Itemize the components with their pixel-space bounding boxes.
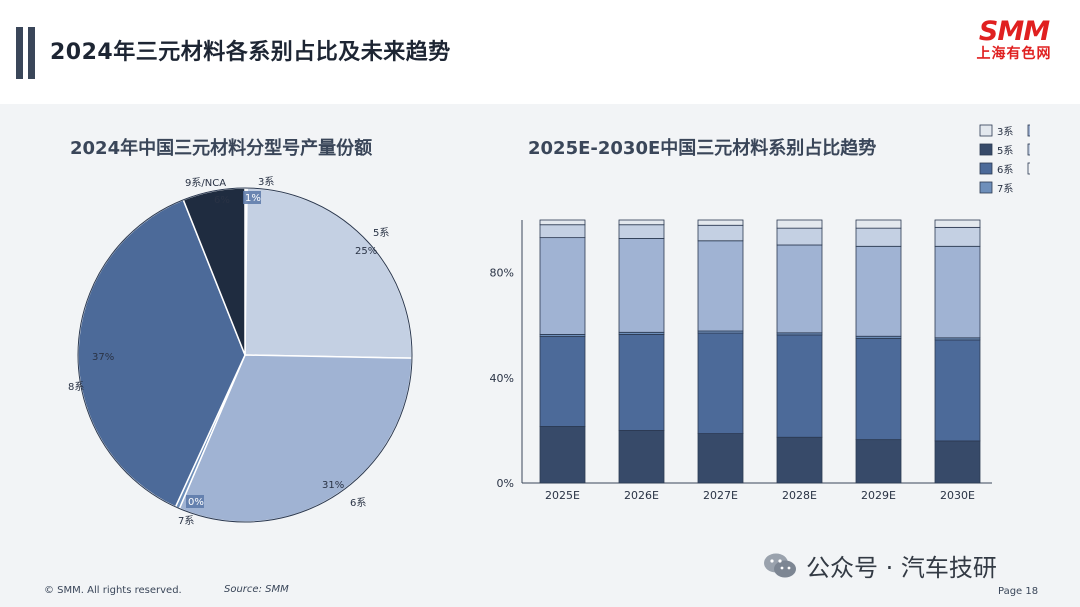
pie-pct-box-0 xyxy=(243,191,261,204)
pie-pct-3: 0% xyxy=(188,497,204,508)
bar-2029E-seg-3 xyxy=(855,245,902,337)
bar-2030E-seg-4 xyxy=(934,226,981,247)
bar-2025E-seg-0 xyxy=(539,426,586,484)
x-tick-0: 2025E xyxy=(545,489,580,502)
legend-swatch-5 xyxy=(1027,162,1030,175)
copyright-text: © SMM. All rights reserved. xyxy=(44,585,182,596)
pie-pct-5: 6% xyxy=(214,195,230,206)
legend-label-2: 5系 xyxy=(997,145,1013,157)
legend-label-0: 3系 xyxy=(997,126,1013,138)
legend-swatch-6 xyxy=(979,181,993,194)
bar-2028E-seg-5 xyxy=(776,219,823,229)
bar-2028E-seg-0 xyxy=(776,436,823,484)
bar-2026E-seg-4 xyxy=(618,224,665,239)
bar-2029E-seg-1 xyxy=(855,337,902,441)
legend-label-6: 7系 xyxy=(997,183,1013,195)
y-tick-0: 0% xyxy=(497,477,514,490)
pie-label-1: 5系 xyxy=(373,227,389,239)
bar-2028E-seg-3 xyxy=(776,244,823,334)
bar-2027E-seg-4 xyxy=(697,224,744,242)
bar-2030E-seg-5 xyxy=(934,219,981,228)
x-tick-3: 2028E xyxy=(782,489,817,502)
wechat-icon xyxy=(762,552,798,580)
legend-swatch-2 xyxy=(979,143,993,156)
legend-swatch-3 xyxy=(1027,143,1030,156)
title-accent-bars xyxy=(16,27,40,79)
x-tick-4: 2029E xyxy=(861,489,896,502)
logo-brand: SMM xyxy=(978,16,1050,47)
bar-2025E-seg-5 xyxy=(539,219,586,226)
legend-label-4: 6系 xyxy=(997,164,1013,176)
bar-2029E-seg-0 xyxy=(855,439,902,484)
bar-2026E-seg-3 xyxy=(618,238,665,333)
bar-2026E-seg-5 xyxy=(618,219,665,226)
bar-2030E-seg-0 xyxy=(934,440,981,484)
header: 2024年三元材料各系别占比及未来趋势 SMM 上海有色网 xyxy=(0,0,1080,104)
pie-pct-4: 37% xyxy=(92,352,114,363)
bar-2025E-seg-1 xyxy=(539,336,586,427)
pie-label-3: 7系 xyxy=(178,515,194,527)
watermark: 公众号 · 汽车技研 xyxy=(762,548,997,583)
legend-swatch-1 xyxy=(1027,124,1030,137)
x-tick-1: 2026E xyxy=(624,489,659,502)
page-number: Page 18 xyxy=(998,586,1039,597)
watermark-text: 公众号 · 汽车技研 xyxy=(806,554,997,582)
source-text: Source: SMM xyxy=(224,584,289,595)
stacked-bar-chart: 0% 40% 80% 2025E 2026E 2027E 2028E 2029E 2030E 3系… xyxy=(490,124,1030,502)
y-tick-1: 40% xyxy=(490,372,514,385)
bar-2028E-seg-1 xyxy=(776,334,823,438)
legend-swatch-0 xyxy=(979,124,993,137)
bar-2027E-seg-0 xyxy=(697,433,744,484)
bar-2029E-seg-5 xyxy=(855,219,902,229)
pie-label-2: 6系 xyxy=(350,497,366,509)
pie-pct-box-3 xyxy=(186,495,204,508)
bar-2029E-seg-4 xyxy=(855,227,902,247)
pie-pct-1: 25% xyxy=(355,246,377,257)
bar-2027E-seg-1 xyxy=(697,332,744,434)
bar-chart-title: 2025E-2030E中国三元材料系别占比趋势 xyxy=(528,138,877,159)
bar-2025E-seg-4 xyxy=(539,224,586,239)
x-tick-5: 2030E xyxy=(940,489,975,502)
bar-2030E-seg-1 xyxy=(934,339,981,442)
bar-2027E-seg-5 xyxy=(697,219,744,226)
pie-label-4: 8系 xyxy=(68,381,84,393)
pie-chart-title: 2024年中国三元材料分型号产量份额 xyxy=(70,138,373,159)
bar-2027E-seg-3 xyxy=(697,240,744,332)
pie-label-5: 9系/NCA xyxy=(185,177,226,189)
pie-pct-0: 1% xyxy=(245,193,261,204)
pie-label-0: 3系 xyxy=(258,176,274,188)
bar-2025E-seg-3 xyxy=(539,237,586,335)
smm-logo: SMM 上海有色网 xyxy=(968,16,1060,63)
pie-slice-1 xyxy=(244,187,413,359)
page-title: 2024年三元材料各系别占比及未来趋势 xyxy=(50,40,451,65)
pie-chart: 3系 1% 5系 25% 6系 31% 7系 0% 8系 37% 9系/NCA 6% xyxy=(68,176,413,527)
x-tick-2: 2027E xyxy=(703,489,738,502)
bar-2028E-seg-4 xyxy=(776,227,823,246)
bar-2026E-seg-1 xyxy=(618,334,665,431)
legend-swatch-4 xyxy=(979,162,993,175)
bar-2030E-seg-3 xyxy=(934,245,981,339)
pie-pct-2: 31% xyxy=(322,480,344,491)
y-tick-2: 80% xyxy=(490,267,514,280)
logo-subtitle: 上海有色网 xyxy=(976,46,1052,62)
bar-2026E-seg-0 xyxy=(618,429,665,484)
